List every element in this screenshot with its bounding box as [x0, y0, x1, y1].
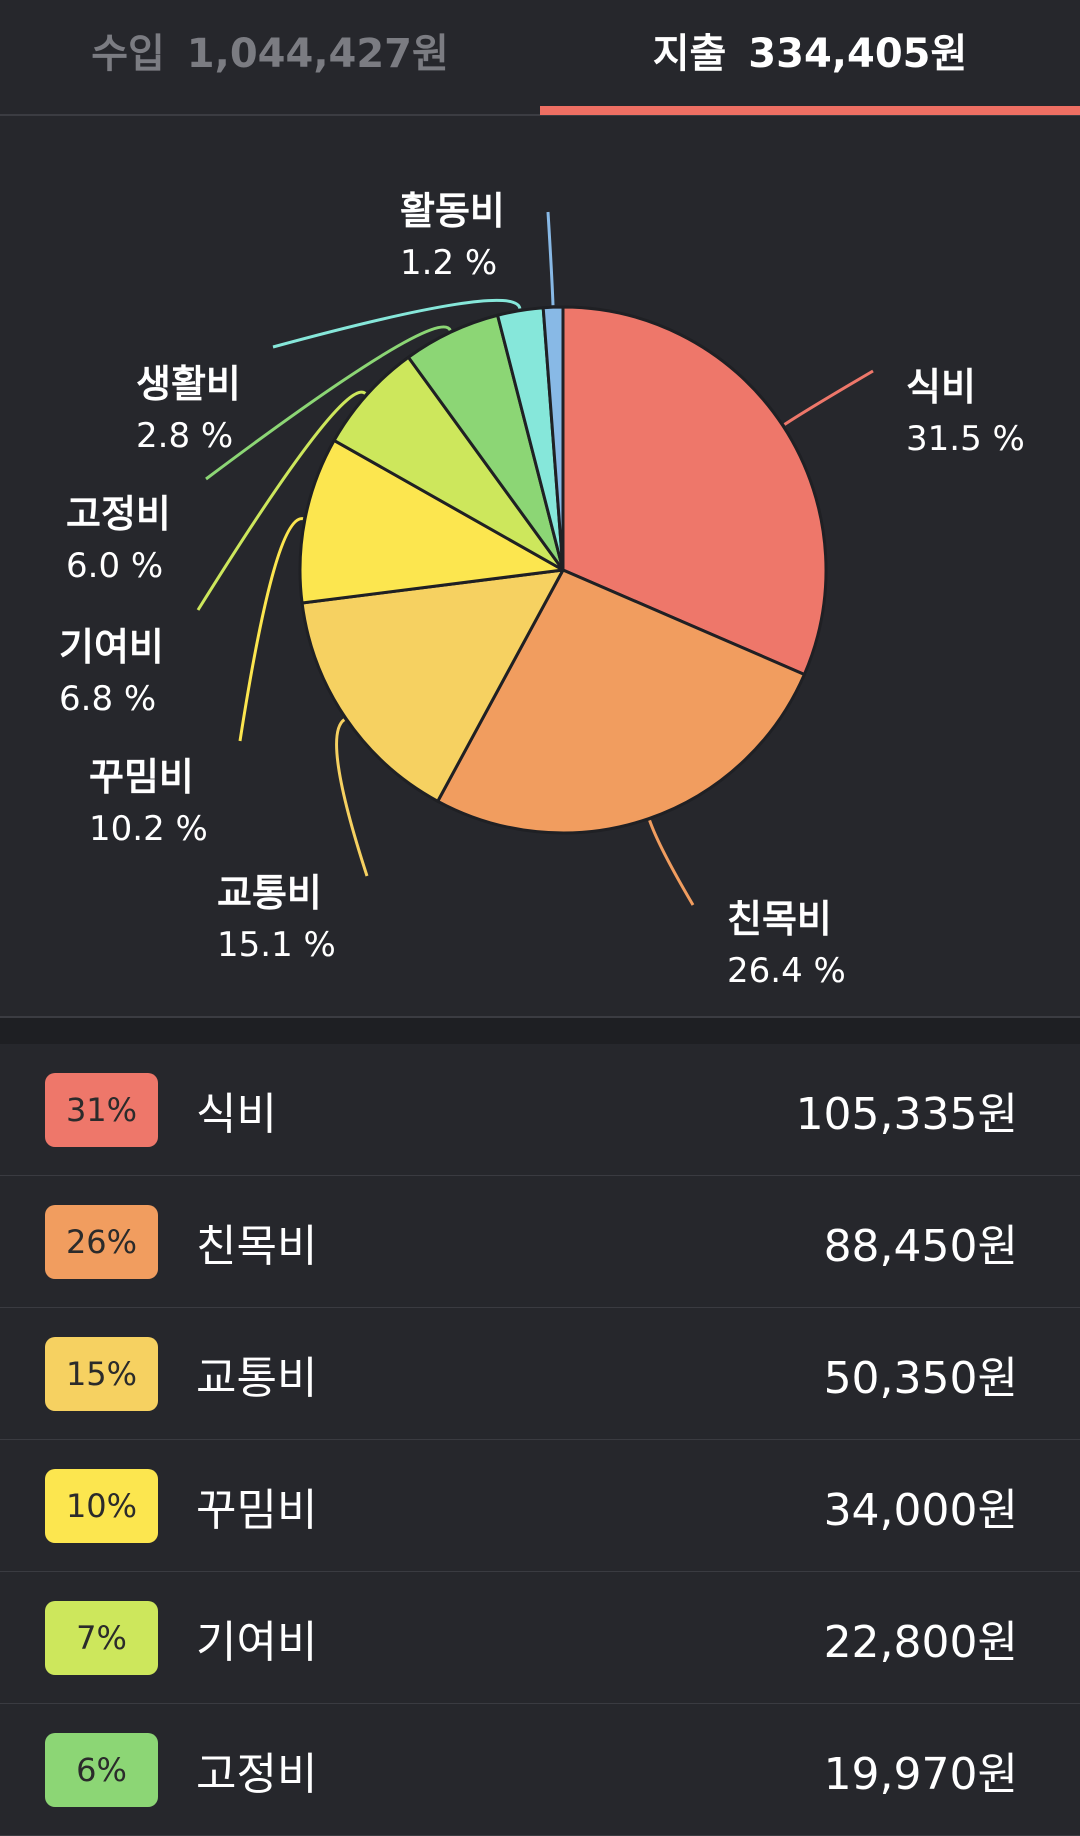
category-amount: 50,350원 [823, 1352, 1018, 1404]
slice-percent: 1.2 % [400, 243, 497, 283]
slice-label: 교통비 [217, 871, 322, 915]
list-item[interactable]: 26% 친목비 88,450원 [0, 1176, 1080, 1308]
slice-label: 고정비 [66, 492, 171, 536]
tab-income[interactable]: 수입 1,044,427원 [0, 0, 540, 100]
percent-badge: 26% [45, 1204, 158, 1279]
slice-label: 기여비 [59, 625, 164, 669]
tab-income-amount: 1,044,427원 [186, 31, 449, 77]
pie-chart-area: 식비 31.5 % 친목비 26.4 % 교통비 15.1 % 꾸밈비 10.2 % 기여비 6.… [0, 116, 1080, 1016]
slice-percent: 26.4 % [727, 951, 846, 991]
leader-line [783, 369, 874, 426]
tab-expense-label: 지출 [652, 31, 727, 77]
pie-chart: 식비 31.5 % 친목비 26.4 % 교통비 15.1 % 꾸밈비 10.2 % 기여비 6.… [59, 189, 1025, 991]
pie-slice[interactable] [561, 305, 828, 676]
slice-label: 꾸밈비 [89, 755, 194, 799]
category-name: 교통비 [196, 1352, 318, 1404]
category-name: 고정비 [196, 1748, 318, 1800]
list-item[interactable]: 6% 고정비 19,970원 [0, 1704, 1080, 1836]
slice-percent: 2.8 % [136, 416, 233, 456]
category-amount: 34,000원 [823, 1484, 1018, 1536]
category-name: 꾸밈비 [196, 1484, 318, 1536]
percent-badge: 31% [45, 1072, 158, 1147]
list-item[interactable]: 7% 기여비 22,800원 [0, 1572, 1080, 1704]
percent-badge: 10% [45, 1468, 158, 1543]
leader-line [335, 718, 369, 877]
category-amount: 19,970원 [823, 1748, 1018, 1800]
tab-expense[interactable]: 지출 334,405원 [540, 0, 1080, 100]
pie-slice[interactable] [436, 568, 806, 835]
active-tab-indicator [540, 106, 1080, 115]
slice-label: 활동비 [400, 189, 505, 233]
section-divider [0, 1016, 1080, 1044]
pie-slice[interactable] [300, 568, 565, 803]
pie-slice[interactable] [541, 305, 565, 572]
category-list: 31% 식비 105,335원 26% 친목비 88,450원 15% 교통비 50,350원 1… [0, 1044, 1080, 1836]
category-name: 친목비 [196, 1220, 318, 1272]
pie-slice[interactable] [298, 438, 565, 605]
list-item[interactable]: 31% 식비 105,335원 [0, 1044, 1080, 1176]
leader-line [546, 211, 555, 306]
percent-badge: 15% [45, 1336, 158, 1411]
percent-badge: 6% [45, 1732, 158, 1807]
tab-expense-amount: 334,405원 [748, 31, 968, 77]
list-item[interactable]: 15% 교통비 50,350원 [0, 1308, 1080, 1440]
category-amount: 22,800원 [823, 1616, 1018, 1668]
pie-slice[interactable] [332, 355, 565, 572]
category-amount: 88,450원 [823, 1220, 1018, 1272]
slice-label: 식비 [906, 365, 976, 409]
category-name: 식비 [196, 1088, 277, 1140]
leader-line [272, 298, 522, 349]
slice-percent: 10.2 % [89, 809, 208, 849]
slice-percent: 15.1 % [217, 925, 336, 965]
percent-badge: 7% [45, 1600, 158, 1675]
tab-income-label: 수입 [91, 31, 165, 77]
leader-line [238, 517, 304, 742]
slice-label: 친목비 [727, 897, 832, 941]
category-amount: 105,335원 [795, 1088, 1018, 1140]
leader-line [648, 819, 695, 906]
leader-line [196, 390, 367, 611]
slice-percent: 6.0 % [66, 546, 163, 586]
slice-label: 생활비 [136, 362, 241, 406]
list-item[interactable]: 10% 꾸밈비 34,000원 [0, 1440, 1080, 1572]
leader-line [205, 325, 452, 481]
slice-percent: 6.8 % [59, 679, 156, 719]
slice-percent: 31.5 % [906, 419, 1025, 459]
type-tabs: 수입 1,044,427원 지출 334,405원 [0, 0, 1080, 116]
category-name: 기여비 [196, 1616, 318, 1668]
